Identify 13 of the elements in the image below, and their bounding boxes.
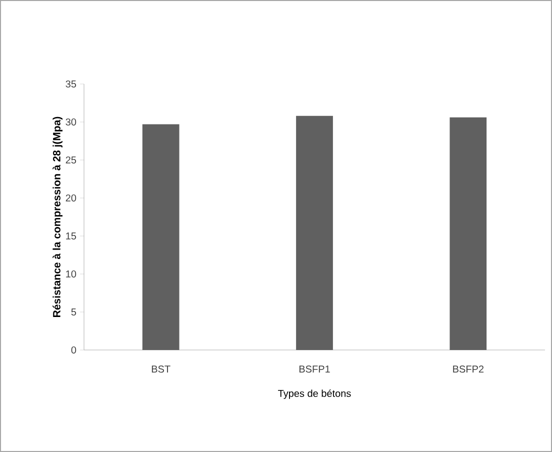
x-tick-label: BSFP1 (299, 366, 330, 373)
y-tick-label: 0 (71, 346, 76, 354)
x-tick-label: BSFP2 (453, 366, 484, 373)
y-tick-label: 15 (66, 232, 76, 240)
y-tick-label: 20 (66, 194, 76, 202)
y-axis-title: Résistance à la compression à 28 j(Mpa) (52, 116, 62, 317)
y-tick-label: 35 (66, 80, 76, 88)
x-axis-title: Types de bétons (278, 389, 351, 399)
y-tick-label: 30 (66, 118, 76, 126)
x-tick-label: BST (152, 366, 170, 373)
y-tick-label: 25 (66, 156, 76, 164)
y-tick-label: 10 (66, 270, 76, 278)
y-tick-label: 5 (71, 308, 76, 316)
